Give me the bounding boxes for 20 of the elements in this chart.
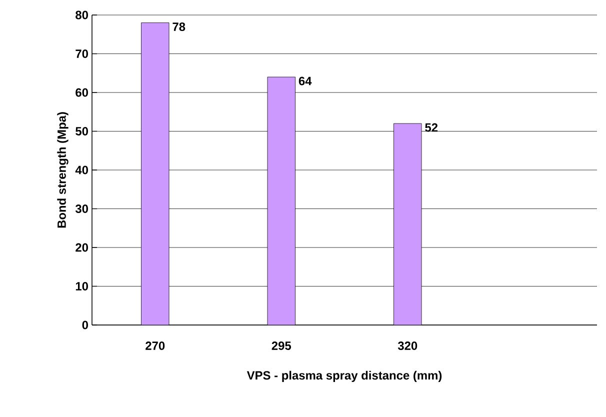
y-tick-label: 30 <box>75 204 88 213</box>
bar <box>267 76 296 325</box>
y-tick-label: 10 <box>76 282 88 290</box>
y-tick-label: 20 <box>76 243 88 252</box>
bar <box>394 123 422 325</box>
y-tick-label: 0 <box>82 320 88 330</box>
y-tick-label: 80 <box>76 10 88 20</box>
y-tick-label: 40 <box>75 166 88 174</box>
data-label: 52 <box>425 123 438 132</box>
y-tick-label: 70 <box>76 50 88 58</box>
data-label: 64 <box>298 76 312 86</box>
x-tick-label: 295 <box>272 342 292 350</box>
x-tick-label: 270 <box>146 342 165 350</box>
y-tick-label: 60 <box>76 88 88 97</box>
bar <box>141 22 170 325</box>
y-axis-title: Bond strength (Mpa) <box>57 112 68 228</box>
x-axis-title: VPS - plasma spray distance (mm) <box>246 370 442 382</box>
x-tick-label: 320 <box>398 342 418 350</box>
data-label: 78 <box>172 22 186 31</box>
y-tick-label: 50 <box>76 127 88 136</box>
